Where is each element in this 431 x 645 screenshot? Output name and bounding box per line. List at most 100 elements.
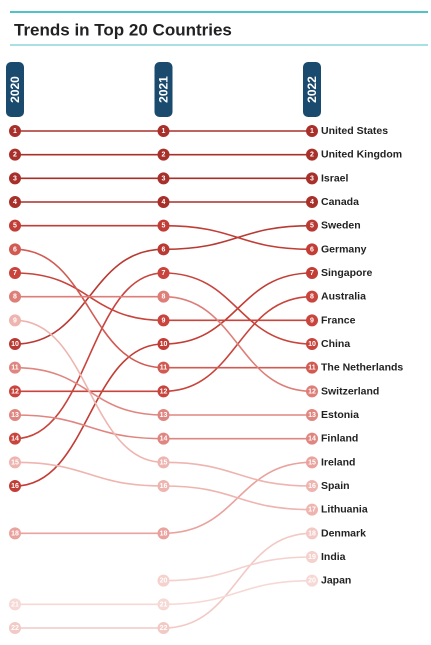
rank-marker — [9, 219, 21, 232]
rank-marker — [157, 290, 170, 303]
rank-label: 21 — [160, 601, 168, 608]
rank-marker — [157, 267, 170, 279]
rank-line — [15, 295, 313, 393]
rank-label: 16 — [160, 483, 168, 490]
rank-label: 9 — [162, 317, 166, 324]
rank-marker — [306, 409, 318, 421]
rank-label: 8 — [162, 294, 166, 301]
rank-marker — [157, 219, 170, 232]
rank-marker — [306, 503, 318, 516]
rank-label: 9 — [310, 317, 314, 324]
country-label: Finland — [321, 433, 358, 445]
rank-label: 22 — [160, 625, 168, 632]
rank-marker — [306, 314, 318, 327]
rank-label: 4 — [310, 199, 314, 206]
rank-marker — [306, 574, 318, 587]
rank-marker — [9, 456, 21, 469]
rank-marker — [157, 574, 170, 587]
rank-label: 16 — [11, 483, 19, 490]
country-label: United Kingdom — [321, 149, 402, 161]
rank-label: 6 — [13, 246, 17, 253]
rank-marker — [306, 125, 318, 137]
rank-label: 7 — [13, 270, 17, 277]
rank-label: 20 — [160, 578, 168, 585]
rank-marker — [157, 361, 170, 374]
rank-label: 15 — [11, 459, 19, 466]
rank-label: 15 — [308, 459, 316, 466]
rank-label: 18 — [160, 530, 168, 537]
rank-label: 13 — [308, 412, 316, 419]
rank-marker — [9, 338, 21, 350]
rank-marker — [9, 172, 21, 185]
rank-marker — [157, 456, 170, 469]
rank-marker — [306, 148, 318, 161]
rank-marker — [157, 148, 170, 161]
rank-label: 13 — [11, 412, 19, 419]
rank-label: 21 — [11, 601, 19, 608]
country-label: Spain — [321, 480, 350, 492]
rank-marker — [157, 338, 170, 350]
rank-label: 11 — [160, 365, 168, 372]
rank-label: 6 — [310, 246, 314, 253]
rank-label: 17 — [308, 507, 316, 514]
rank-label: 6 — [162, 246, 166, 253]
rank-marker — [157, 172, 170, 185]
rank-marker — [157, 125, 170, 137]
rank-label: 16 — [308, 483, 316, 490]
country-label: Australia — [321, 291, 366, 303]
rank-label: 7 — [310, 270, 314, 277]
rank-label: 5 — [13, 223, 17, 230]
rank-label: 20 — [308, 578, 316, 585]
country-label: The Netherlands — [321, 362, 403, 374]
rank-label: 9 — [13, 317, 17, 324]
rank-label: 11 — [308, 365, 316, 372]
rank-label: 22 — [11, 625, 19, 632]
rank-label: 1 — [310, 128, 314, 135]
rank-label: 12 — [160, 388, 168, 395]
rank-label: 2 — [13, 152, 17, 159]
rank-marker — [9, 125, 21, 137]
rank-marker — [9, 480, 21, 492]
rank-marker — [306, 480, 318, 492]
rank-label: 1 — [162, 128, 166, 135]
rank-label: 15 — [160, 459, 168, 466]
rank-marker — [306, 219, 318, 232]
rank-marker — [9, 598, 21, 611]
rank-marker — [9, 267, 21, 279]
rank-marker — [157, 622, 170, 634]
rank-marker — [306, 196, 318, 208]
rank-line — [14, 272, 313, 487]
rank-line — [15, 295, 313, 393]
year-label: 2022 — [305, 76, 319, 103]
rank-label: 10 — [11, 341, 19, 348]
rank-marker — [306, 243, 318, 256]
country-label: United States — [321, 125, 388, 137]
rank-label: 8 — [310, 294, 314, 301]
rank-label: 3 — [310, 175, 314, 182]
country-label: Estonia — [321, 409, 359, 421]
rank-label: 14 — [308, 436, 316, 443]
rank-marker — [9, 409, 21, 421]
rank-label: 10 — [160, 341, 168, 348]
country-label: Japan — [321, 575, 351, 587]
country-label: Ireland — [321, 456, 355, 468]
rank-line — [15, 532, 313, 629]
rank-label: 8 — [13, 294, 17, 301]
rank-marker — [306, 172, 318, 185]
country-label: Singapore — [321, 267, 373, 279]
rank-line — [15, 461, 313, 535]
country-label: China — [321, 338, 350, 350]
rank-label: 18 — [11, 530, 19, 537]
rank-marker — [9, 385, 21, 398]
rank-marker — [306, 551, 318, 563]
rank-marker — [9, 314, 21, 327]
rank-marker — [9, 432, 21, 445]
rank-line — [14, 272, 313, 440]
rank-line — [163, 556, 313, 582]
rank-marker — [157, 527, 170, 540]
rank-label: 5 — [310, 223, 314, 230]
rank-label: 12 — [11, 388, 19, 395]
year-pill — [154, 62, 173, 117]
chart-title: Trends in Top 20 Countries — [14, 21, 232, 40]
